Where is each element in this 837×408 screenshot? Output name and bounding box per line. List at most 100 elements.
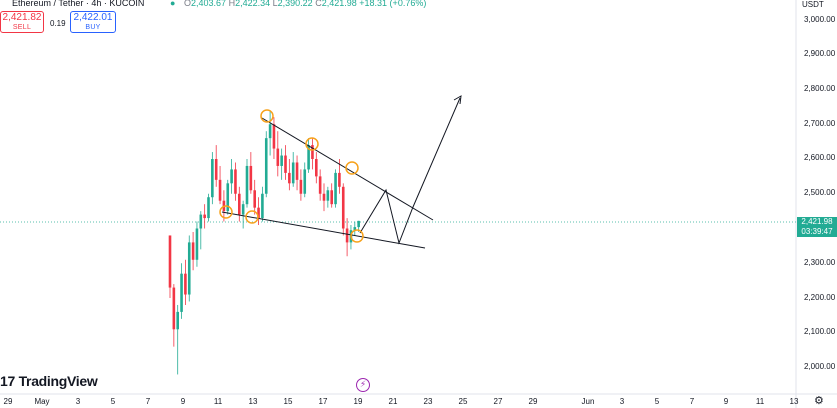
price-tick-label: 3,000.00 — [804, 15, 836, 24]
sell-button[interactable]: 2,421.82 SELL — [0, 11, 44, 33]
symbol-title[interactable]: Ethereum / Tether · 4h · KUCOIN — [12, 0, 145, 8]
candle-body — [280, 155, 283, 166]
buy-label: BUY — [85, 24, 101, 31]
candle-body — [272, 124, 276, 149]
candle-body — [345, 228, 349, 243]
candle-body — [230, 169, 233, 184]
open-value: 2,403.67 — [191, 0, 227, 8]
candle-body — [295, 162, 299, 180]
candle-body — [307, 145, 310, 170]
candle-body — [276, 148, 280, 166]
candle-body — [218, 179, 222, 201]
time-tick-label: 25 — [458, 397, 468, 406]
time-tick-label: 7 — [145, 397, 151, 406]
candle-body — [318, 176, 322, 194]
price-tick-label: 2,800.00 — [804, 84, 836, 93]
candle-body — [253, 190, 256, 208]
time-tick-label: 29 — [528, 397, 538, 406]
price-tick-label: 2,600.00 — [804, 153, 836, 162]
sell-label: SELL — [12, 24, 32, 31]
candle-body — [241, 204, 245, 215]
gear-icon[interactable]: ⚙ — [814, 395, 824, 407]
buy-button[interactable]: 2,422.01 BUY — [70, 11, 116, 33]
candle-body — [326, 190, 330, 201]
candle-body — [257, 207, 260, 219]
time-tick-label: 15 — [283, 397, 293, 406]
time-tick-label: 27 — [493, 397, 503, 406]
candle-body — [338, 172, 341, 187]
time-tick-label: 11 — [213, 397, 223, 406]
candle-body — [203, 214, 206, 219]
time-tick-label: 3 — [75, 397, 81, 406]
candle-body — [341, 186, 345, 229]
candle-body — [330, 190, 333, 205]
last-price-value: 2,421.98 — [801, 217, 833, 226]
price-tick-label: 2,300.00 — [804, 258, 836, 267]
time-tick-label: 7 — [689, 397, 695, 406]
candle-body — [187, 242, 191, 295]
time-tick-label: 5 — [110, 397, 116, 406]
time-tick-label: 19 — [353, 397, 363, 406]
price-tick-label: 2,200.00 — [804, 293, 836, 302]
marker-bottom-3 — [350, 229, 364, 243]
pattern-drawing — [221, 95, 462, 249]
candle-body — [180, 273, 183, 312]
high-value: 2,422.34 — [235, 0, 271, 8]
change-value: +18.31 (+0.76%) — [359, 0, 427, 8]
currency-label[interactable]: USDT — [802, 0, 824, 9]
buy-price: 2,422.01 — [73, 12, 113, 23]
last-price-tag: 2,421.98 03:39:47 — [797, 217, 837, 237]
candle-body — [195, 228, 199, 260]
candle-body — [303, 169, 307, 194]
time-tick-label: 17 — [318, 397, 328, 406]
marker-bottom-1 — [219, 205, 233, 219]
time-tick-label: 13 — [789, 397, 799, 406]
candle-body — [214, 159, 218, 180]
candle-body — [311, 145, 314, 159]
time-tick-label: 9 — [180, 397, 186, 406]
candle-body — [261, 193, 264, 219]
time-tick-label: 21 — [388, 397, 398, 406]
candle-body — [284, 155, 287, 173]
target-arrow-head — [453, 95, 462, 105]
candle-body — [199, 214, 203, 229]
sell-price: 2,421.82 — [2, 12, 42, 23]
marker-top-3 — [345, 161, 359, 175]
marker-top-2 — [305, 137, 319, 151]
candle-body — [322, 193, 326, 201]
market-status-icon: ● — [170, 0, 176, 8]
candle-body — [245, 165, 249, 205]
candle-body — [238, 193, 241, 215]
ohlc-values: O2,403.67 H2,422.34 L2,390.22 C2,421.98 … — [184, 0, 427, 8]
candle-body — [334, 172, 337, 205]
marker-top-1 — [260, 109, 274, 123]
lightning-icon[interactable]: ⚡ — [356, 378, 370, 392]
time-tick-label: May — [34, 397, 50, 406]
candle-body — [226, 183, 230, 212]
projection-path — [359, 97, 461, 245]
lower-trendline — [221, 211, 426, 249]
time-tick-label: 11 — [755, 397, 765, 406]
candle-body — [299, 179, 303, 194]
tradingview-logo[interactable]: 17 TradingView — [0, 373, 98, 389]
close-value: 2,421.98 — [321, 0, 357, 8]
low-value: 2,390.22 — [277, 0, 313, 8]
candle-body — [234, 169, 237, 194]
candle-body — [288, 172, 291, 184]
time-tick-label: 23 — [423, 397, 433, 406]
candle-body — [315, 159, 318, 177]
price-tick-label: 2,900.00 — [804, 49, 836, 58]
candle-body — [184, 273, 187, 295]
candle-body — [172, 287, 176, 330]
candle-body — [264, 138, 268, 194]
candle-body — [168, 235, 172, 288]
candle-body — [249, 165, 253, 191]
tradingview-mark-icon: 17 — [0, 373, 19, 389]
candle-body — [191, 242, 195, 260]
time-tick-label: 5 — [654, 397, 660, 406]
price-tick-label: 2,700.00 — [804, 119, 836, 128]
candle-body — [176, 311, 179, 330]
candlestick-series — [168, 110, 360, 375]
